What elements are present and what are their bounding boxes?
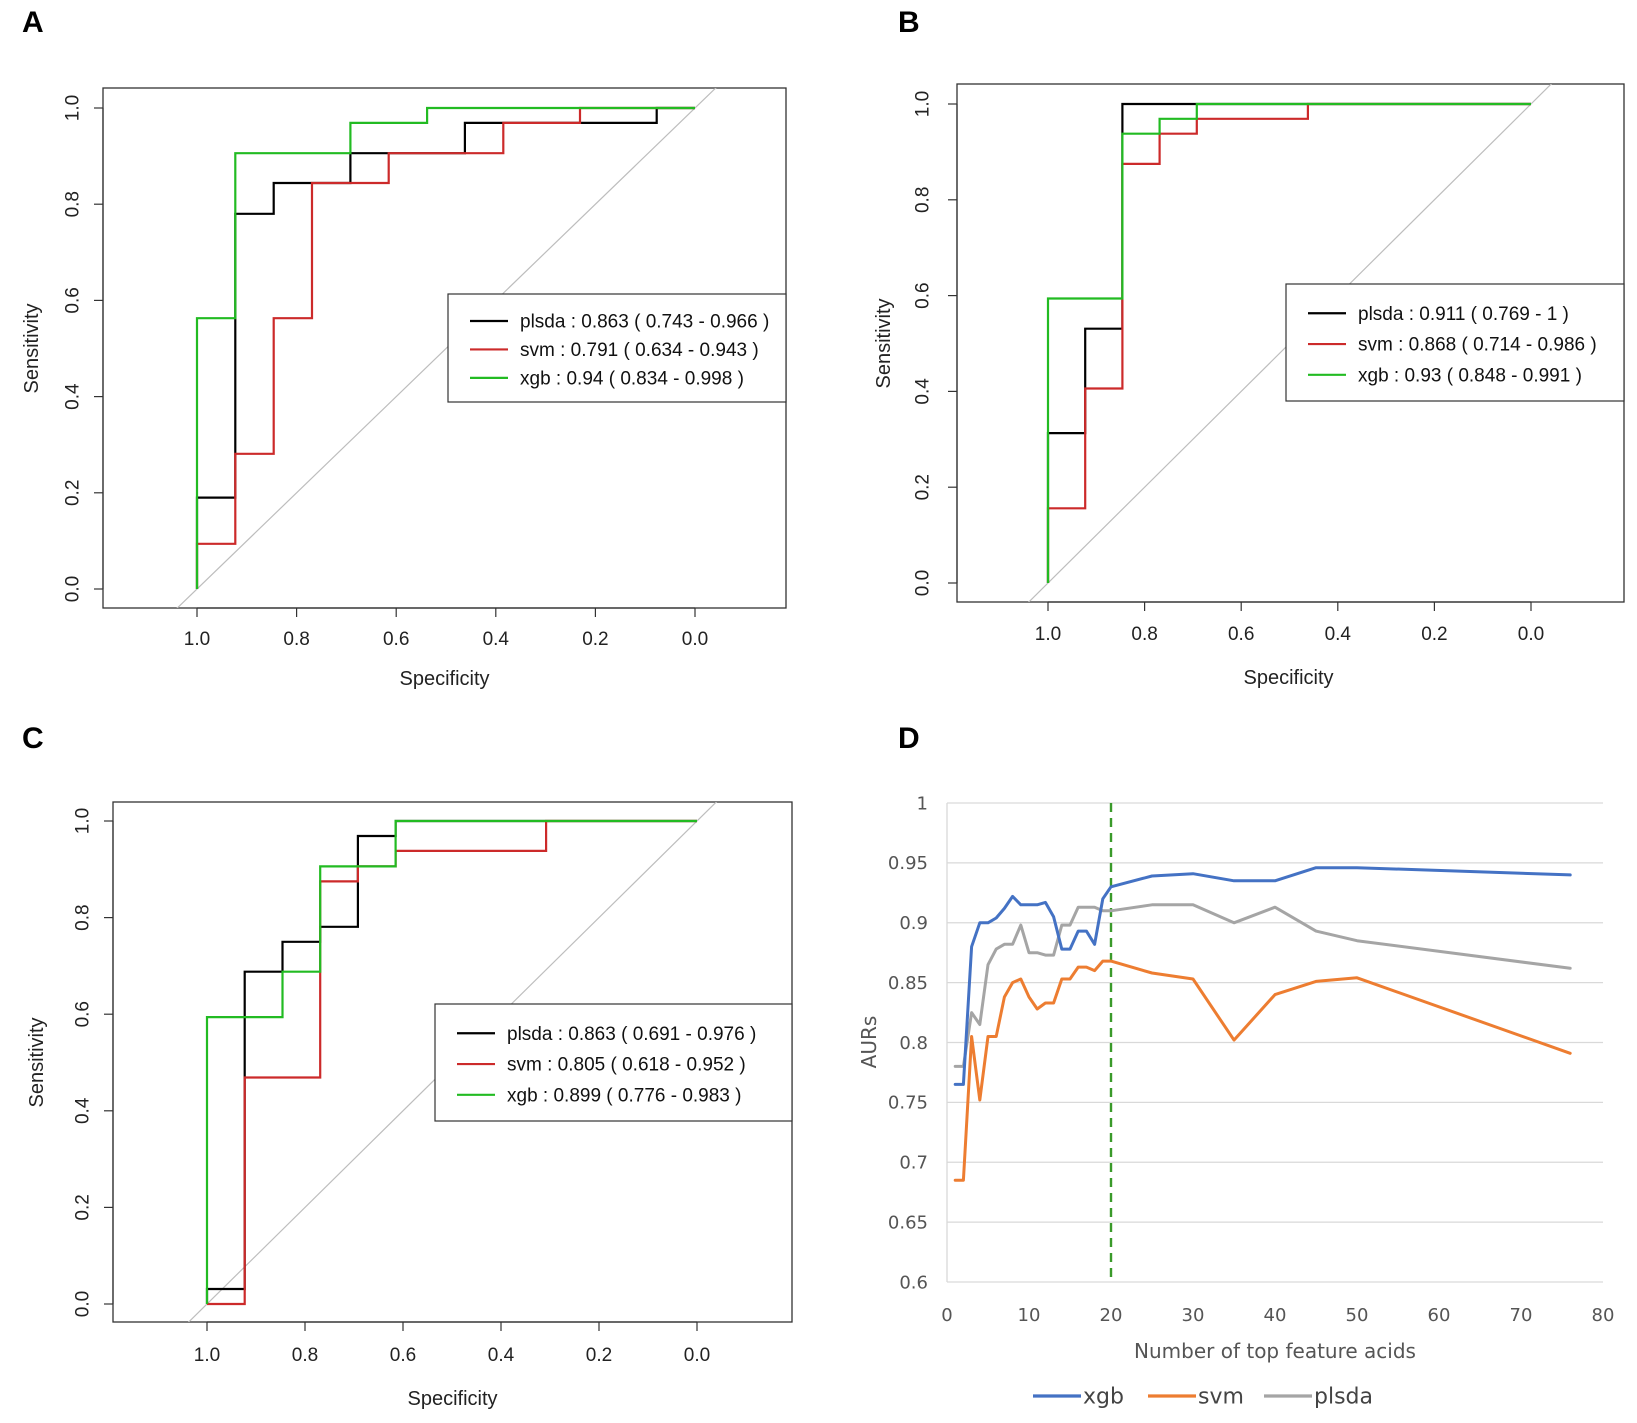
panel-letter-b: B bbox=[898, 6, 920, 39]
y-tick-label: 0.4 bbox=[913, 378, 934, 405]
y-tick-label: 0.7 bbox=[899, 1153, 928, 1174]
legend-label-plsda: plsda : 0.863 ( 0.691 - 0.976 ) bbox=[507, 1024, 756, 1045]
x-tick-label: 30 bbox=[1182, 1305, 1205, 1326]
legend-label-plsda: plsda : 0.911 ( 0.769 - 1 ) bbox=[1358, 304, 1569, 325]
y-axis-title: Sensitivity bbox=[26, 1017, 48, 1107]
x-tick-label: 0.8 bbox=[283, 629, 309, 650]
legend-label-xgb: xgb bbox=[1083, 1385, 1124, 1410]
x-tick-label: 0.4 bbox=[488, 1345, 515, 1366]
roc-line-xgb bbox=[195, 106, 695, 589]
y-axis-title: AURs bbox=[857, 1016, 881, 1069]
panel-letter-a: A bbox=[22, 6, 44, 39]
roc-chart-b: 1.0 0.8 0.6 0.4 0.2 0.0 Specificity 0.0 0.2 0.4 0.… bbox=[873, 83, 1625, 689]
y-tick-label: 0.6 bbox=[63, 287, 84, 313]
roc-line-plsda bbox=[1046, 102, 1531, 583]
y-tick-label: 1.0 bbox=[913, 91, 934, 117]
y-tick-label: 1 bbox=[917, 793, 928, 814]
y-tick-label: 1.0 bbox=[63, 95, 84, 121]
legend-label-svm: svm : 0.868 ( 0.714 - 0.986 ) bbox=[1358, 335, 1597, 356]
x-tick-label: 0.2 bbox=[1421, 624, 1447, 645]
x-tick-label: 0.2 bbox=[582, 629, 608, 650]
diagonal-reference-line bbox=[176, 88, 717, 608]
legend-label-plsda: plsda bbox=[1314, 1385, 1373, 1410]
x-tick-label: 0.6 bbox=[1228, 624, 1254, 645]
y-tick-label: 0.2 bbox=[73, 1194, 94, 1220]
y-tick-label: 0.9 bbox=[899, 913, 928, 934]
y-tick-label: 0.8 bbox=[899, 1033, 928, 1054]
x-tick-label: 1.0 bbox=[184, 629, 210, 650]
x-tick-label: 70 bbox=[1510, 1305, 1533, 1326]
y-tick-label: 0.8 bbox=[913, 187, 934, 213]
legend-label-xgb: xgb : 0.94 ( 0.834 - 0.998 ) bbox=[520, 368, 744, 389]
y-tick-label: 0.6 bbox=[899, 1272, 928, 1293]
legend-label-plsda: plsda : 0.863 ( 0.743 - 0.966 ) bbox=[520, 312, 769, 333]
legend-box bbox=[447, 293, 787, 403]
x-tick-label: 0.6 bbox=[383, 629, 409, 650]
x-axis-title: Specificity bbox=[1243, 667, 1333, 689]
roc-chart-c: 1.0 0.8 0.6 0.4 0.2 0.0 Specificity 0.0 0.2 0.4 0.… bbox=[26, 801, 793, 1410]
series-line-svm bbox=[953, 959, 1572, 1182]
y-tick-label: 0.6 bbox=[913, 282, 934, 308]
y-tick-label: 0.0 bbox=[63, 576, 84, 602]
x-axis-title: Specificity bbox=[407, 1388, 497, 1410]
panel-letter-c: C bbox=[22, 722, 44, 755]
x-tick-label: 60 bbox=[1428, 1305, 1451, 1326]
legend-label-svm: svm : 0.805 ( 0.618 - 0.952 ) bbox=[507, 1055, 746, 1076]
y-axis-title: Sensitivity bbox=[21, 303, 43, 393]
x-tick-label: 0.0 bbox=[684, 1345, 710, 1366]
x-tick-label: 1.0 bbox=[194, 1345, 220, 1366]
y-tick-label: 0.85 bbox=[888, 973, 928, 994]
y-tick-label: 0.8 bbox=[63, 191, 84, 217]
roc-line-svm bbox=[207, 819, 697, 1306]
roc-chart-a: 1.0 0.8 0.6 0.4 0.2 0.0 Specificity 0.0 0.2 0.4 0.… bbox=[21, 87, 787, 690]
y-tick-label: 0.75 bbox=[888, 1093, 928, 1114]
x-tick-label: 40 bbox=[1264, 1305, 1287, 1326]
legend-label-svm: svm : 0.791 ( 0.634 - 0.943 ) bbox=[520, 340, 759, 361]
x-tick-label: 0.4 bbox=[483, 629, 510, 650]
y-tick-label: 0.4 bbox=[73, 1097, 94, 1124]
roc-line-xgb bbox=[1046, 102, 1531, 583]
x-tick-label: 0 bbox=[941, 1305, 952, 1326]
x-tick-label: 1.0 bbox=[1035, 624, 1061, 645]
x-tick-label: 50 bbox=[1346, 1305, 1369, 1326]
y-axis-title: Sensitivity bbox=[873, 298, 895, 388]
legend-label-xgb: xgb : 0.93 ( 0.848 - 0.991 ) bbox=[1358, 365, 1582, 386]
x-tick-label: 0.0 bbox=[1518, 624, 1544, 645]
y-tick-label: 0.6 bbox=[73, 1001, 94, 1027]
x-tick-label: 0.2 bbox=[586, 1345, 612, 1366]
series-line-xgb bbox=[953, 866, 1572, 1086]
y-tick-label: 0.2 bbox=[913, 474, 934, 500]
x-tick-label: 0.6 bbox=[390, 1345, 416, 1366]
x-tick-label: 0.4 bbox=[1325, 624, 1352, 645]
y-tick-label: 0.95 bbox=[888, 853, 928, 874]
y-tick-label: 0.4 bbox=[63, 383, 84, 410]
x-tick-label: 80 bbox=[1592, 1305, 1615, 1326]
y-tick-label: 0.8 bbox=[73, 904, 94, 930]
roc-line-svm bbox=[1046, 102, 1531, 583]
legend-label-svm: svm bbox=[1198, 1385, 1244, 1410]
x-axis-title: Number of top feature acids bbox=[1134, 1339, 1416, 1363]
legend-label-xgb: xgb : 0.899 ( 0.776 - 0.983 ) bbox=[507, 1085, 742, 1106]
y-tick-label: 0.0 bbox=[73, 1291, 94, 1317]
roc-line-xgb bbox=[205, 819, 697, 1304]
x-tick-label: 0.8 bbox=[292, 1345, 318, 1366]
panel-letter-d: D bbox=[898, 722, 920, 755]
y-tick-label: 1.0 bbox=[73, 808, 94, 834]
x-tick-label: 0.8 bbox=[1131, 624, 1157, 645]
legend-box bbox=[1285, 283, 1625, 402]
y-tick-label: 0.2 bbox=[63, 480, 84, 506]
series-line-plsda bbox=[953, 903, 1572, 1068]
x-tick-label: 10 bbox=[1018, 1305, 1041, 1326]
x-axis-title: Specificity bbox=[399, 668, 489, 690]
y-tick-label: 0.0 bbox=[913, 570, 934, 596]
roc-line-svm bbox=[195, 106, 695, 589]
legend-box bbox=[434, 1003, 793, 1122]
x-tick-label: 0.0 bbox=[682, 629, 708, 650]
x-tick-label: 20 bbox=[1100, 1305, 1123, 1326]
y-tick-label: 0.65 bbox=[888, 1212, 928, 1233]
